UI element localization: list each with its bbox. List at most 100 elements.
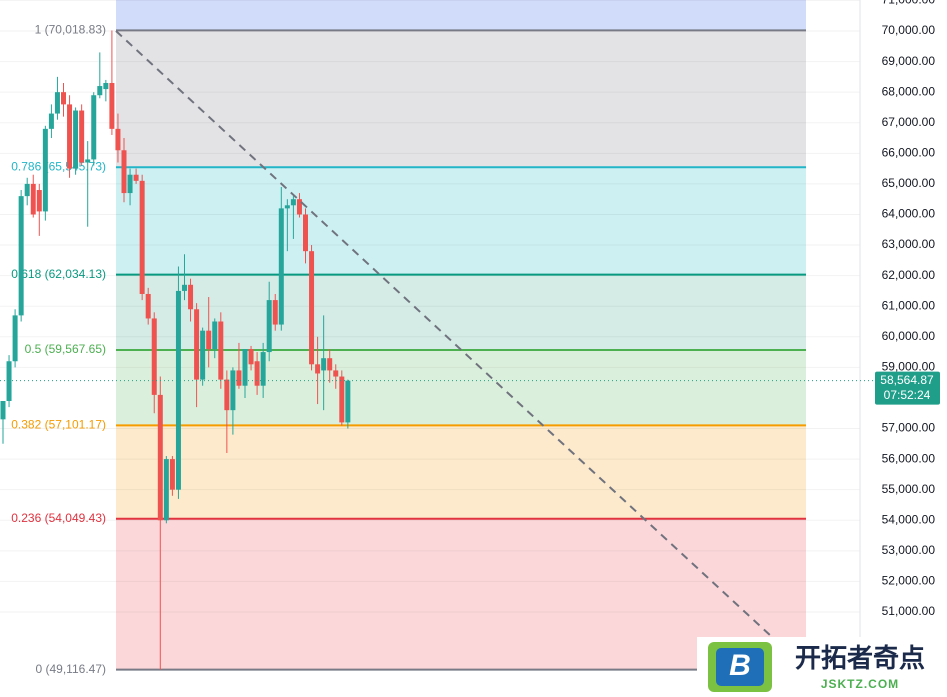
candle-body <box>321 358 327 371</box>
candle-body <box>91 95 97 160</box>
candle-body <box>67 104 73 169</box>
fib-label: 0 (49,116.47) <box>36 662 107 676</box>
y-tick-label: 70,000.00 <box>882 23 936 37</box>
candle-body <box>345 380 351 423</box>
trend-line <box>115 30 773 638</box>
y-tick-label: 55,000.00 <box>882 482 936 496</box>
candle-body <box>79 110 85 163</box>
countdown-label: 07:52:24 <box>884 388 931 402</box>
candle-body <box>103 82 109 90</box>
logo-mark: B <box>729 649 751 682</box>
fib-band <box>116 167 806 275</box>
candle-body <box>73 110 79 169</box>
candle-body <box>188 284 194 310</box>
logo: B 开拓者奇点 JSKTZ.COM <box>697 637 947 697</box>
candle-body <box>212 321 218 350</box>
candle-body <box>333 370 339 377</box>
candle-body <box>18 196 24 316</box>
candle-body <box>284 205 290 209</box>
y-tick-label: 67,000.00 <box>882 115 936 129</box>
fib-label: 0.618 (62,034.13) <box>11 267 106 281</box>
y-tick-label: 51,000.00 <box>882 604 936 618</box>
candle-body <box>339 376 345 423</box>
candle-body <box>278 208 284 325</box>
candle-body <box>85 159 91 163</box>
last-price-label: 58,564.87 <box>880 373 934 387</box>
candle-body <box>230 370 236 411</box>
fib-label: 0.236 (54,049.43) <box>11 511 106 525</box>
fib-band <box>116 425 806 519</box>
y-tick-label: 68,000.00 <box>882 84 936 98</box>
candle-body <box>218 321 224 380</box>
candle-body <box>61 92 66 105</box>
candle-body <box>175 290 181 490</box>
fib-label: 0.382 (57,101.17) <box>11 418 106 432</box>
y-tick-label: 66,000.00 <box>882 145 936 159</box>
y-tick-label: 69,000.00 <box>882 54 936 68</box>
fib-band <box>116 0 806 31</box>
candle-body <box>12 315 18 362</box>
y-tick-label: 61,000.00 <box>882 298 936 312</box>
candle-body <box>315 364 321 374</box>
candle-body <box>200 330 206 380</box>
y-tick-label: 63,000.00 <box>882 237 936 251</box>
candle-body <box>194 309 200 380</box>
candle-body <box>30 183 36 215</box>
candle-body <box>296 199 302 215</box>
fib-band <box>116 274 806 351</box>
candle-body <box>97 86 103 96</box>
last-price-box <box>875 371 940 405</box>
fib-label: 1 (70,018.83) <box>35 23 106 37</box>
candle-body <box>272 300 278 325</box>
y-tick-label: 54,000.00 <box>882 512 936 526</box>
logo-icon-inner <box>716 648 764 686</box>
candle-body <box>327 358 333 371</box>
candle-body <box>260 352 266 386</box>
candle-body <box>121 150 127 194</box>
candle-body <box>254 361 260 386</box>
candle-body <box>266 300 272 353</box>
fib-band <box>116 518 806 670</box>
logo-site: JSKTZ.COM <box>821 677 899 691</box>
y-tick-label: 57,000.00 <box>882 421 936 435</box>
logo-name: 开拓者奇点 <box>795 643 925 673</box>
candle-body <box>54 92 60 114</box>
candle-body <box>151 318 157 395</box>
y-tick-label: 52,000.00 <box>882 574 936 588</box>
y-tick-label: 65,000.00 <box>882 176 936 190</box>
candle-body <box>290 199 296 206</box>
y-tick-label: 60,000.00 <box>882 329 936 343</box>
y-tick-label: 59,000.00 <box>882 360 936 374</box>
candle-body <box>236 370 242 386</box>
candle-body <box>127 174 133 194</box>
y-tick-label: 64,000.00 <box>882 207 936 221</box>
candle-body <box>248 349 254 365</box>
fib-label: 0.786 (65,545.73) <box>11 159 106 173</box>
candle-body <box>48 113 54 129</box>
candle-body <box>6 361 12 402</box>
candle-body <box>303 214 308 252</box>
candle-body <box>182 284 187 291</box>
candle-body <box>0 401 6 420</box>
candle-body <box>24 183 30 197</box>
background-layer: 1 (70,018.83) 0.786 (65,545.73) 0.618 (62,… <box>0 0 861 697</box>
y-tick-label: 53,000.00 <box>882 543 936 557</box>
foreground-layer: 51,000.00 52,000.00 53,000.00 54,000.00 55,0… <box>0 0 940 618</box>
candle-body <box>133 174 139 181</box>
fib-label: 0.5 (59,567.65) <box>25 342 106 356</box>
candle-body <box>36 190 42 212</box>
candle-body <box>206 330 212 350</box>
candle-body <box>115 128 121 151</box>
candle-body <box>242 349 248 386</box>
y-tick-label: 62,000.00 <box>882 268 936 282</box>
y-tick-label: 56,000.00 <box>882 451 936 465</box>
candle-body <box>169 459 175 490</box>
candle-body <box>224 379 230 411</box>
candle-body <box>139 180 145 294</box>
fib-band <box>116 30 806 168</box>
candle-body <box>309 251 315 365</box>
candle-body <box>163 459 169 521</box>
y-tick-label: 71,000.00 <box>882 0 936 7</box>
